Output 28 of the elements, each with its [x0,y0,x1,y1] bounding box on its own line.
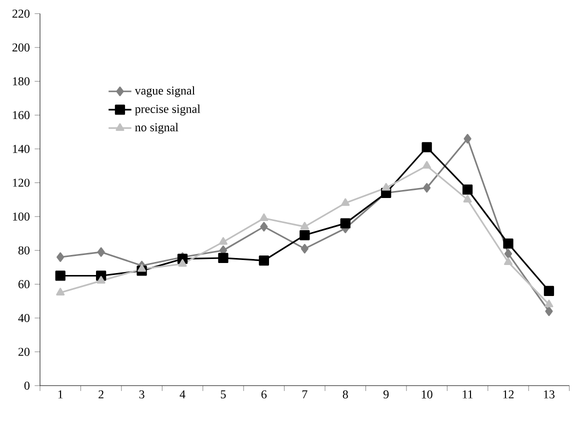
legend-label: precise signal [135,104,200,116]
legend-label: no signal [135,122,178,134]
x-tick-label: 9 [383,390,389,398]
y-tick-label: 180 [13,77,30,86]
y-tick-label: 120 [13,178,30,187]
x-tick-label: 12 [503,390,514,398]
x-tick-label: 10 [422,390,432,398]
y-tick-label: 220 [12,10,30,18]
x-tick-label: 13 [544,390,555,398]
x-tick-label: 2 [98,390,104,398]
x-tick-label: 8 [342,390,348,398]
x-tick-label: 3 [139,390,144,398]
x-tick-label: 4 [180,390,186,398]
x-tick-label: 11 [462,390,473,398]
y-tick-label: 20 [18,348,30,356]
y-tick-label: 80 [18,246,30,254]
y-tick-label: 40 [18,314,30,322]
y-tick-label: 160 [13,111,30,120]
x-tick-label: 5 [220,390,226,398]
x-tick-label: 7 [302,390,308,398]
y-tick-label: 100 [13,212,30,221]
y-tick-label: 0 [24,382,30,390]
x-tick-label: 1 [58,390,63,398]
y-tick-label: 200 [12,43,30,52]
y-tick-label: 60 [18,280,30,288]
legend-label: vague signal [134,86,195,98]
y-tick-label: 140 [13,144,30,153]
x-tick-label: 6 [261,390,267,398]
